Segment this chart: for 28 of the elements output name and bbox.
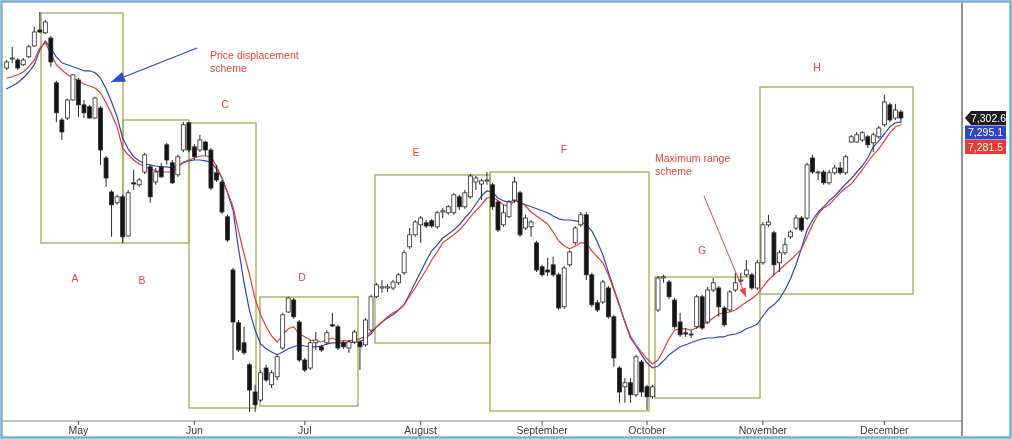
candlestick bbox=[225, 214, 230, 243]
annotation: F bbox=[560, 143, 568, 155]
annotation: Maximum range scheme bbox=[655, 152, 731, 177]
candlestick bbox=[164, 142, 170, 166]
candlestick bbox=[401, 249, 407, 276]
candlestick bbox=[103, 155, 109, 188]
annotation: H bbox=[813, 61, 821, 73]
annotation: E bbox=[412, 146, 420, 158]
candlestick bbox=[572, 225, 578, 246]
x-tick-label: November bbox=[738, 423, 788, 436]
x-tick-label: September bbox=[516, 423, 569, 436]
annotation: B bbox=[138, 274, 146, 286]
x-tick-label: Jun bbox=[185, 423, 203, 436]
annotation: Price displacement scheme bbox=[210, 49, 299, 74]
x-tick-label: December bbox=[860, 423, 910, 436]
x-tick-label: August bbox=[404, 423, 438, 436]
candlestick bbox=[666, 279, 672, 300]
candlestick bbox=[48, 35, 54, 68]
annotation: C bbox=[221, 98, 230, 110]
x-tick-label: Jul bbox=[298, 423, 312, 436]
x-tick-label: May bbox=[68, 423, 90, 436]
x-tick-label: October bbox=[628, 423, 667, 436]
annotation: A bbox=[71, 272, 79, 284]
candlestick bbox=[732, 272, 738, 293]
candlestick bbox=[59, 117, 65, 141]
annotation: G bbox=[697, 244, 707, 256]
text: 7,302.6 bbox=[970, 111, 1007, 124]
annotation: D bbox=[298, 271, 307, 283]
